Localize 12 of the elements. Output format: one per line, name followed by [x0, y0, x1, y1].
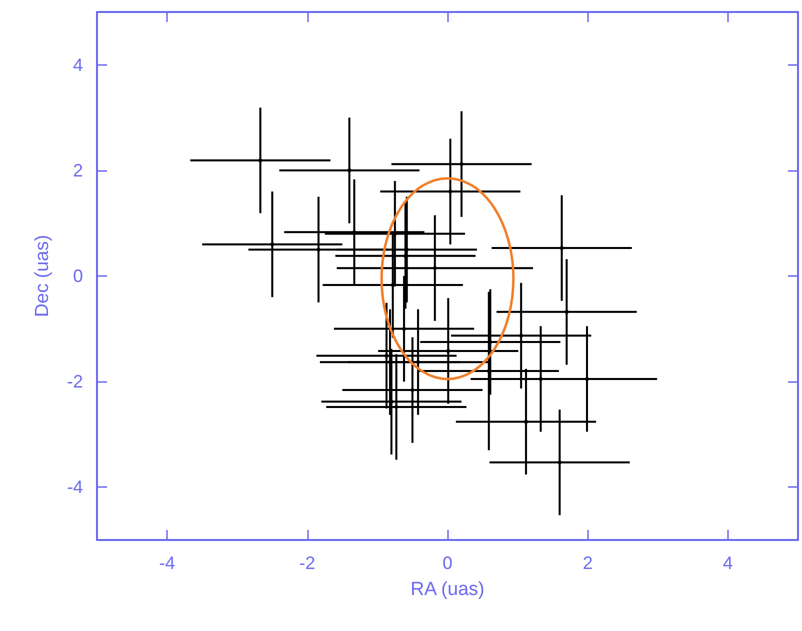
- x-tick-label: -4: [159, 553, 176, 573]
- y-tick-label: 2: [72, 160, 83, 180]
- x-tick-label: 2: [582, 553, 593, 573]
- x-tick-label: 0: [442, 553, 453, 573]
- y-tick-label: 4: [72, 54, 83, 75]
- x-axis-title: RA (uas): [410, 579, 484, 600]
- y-tick-label: -2: [66, 372, 83, 392]
- y-tick-label: -4: [66, 477, 83, 498]
- x-tick-label: -2: [299, 553, 316, 573]
- y-axis-title: Dec (uas): [32, 234, 53, 318]
- x-tick-label: 4: [722, 553, 733, 573]
- y-tick-label: 0: [72, 266, 83, 286]
